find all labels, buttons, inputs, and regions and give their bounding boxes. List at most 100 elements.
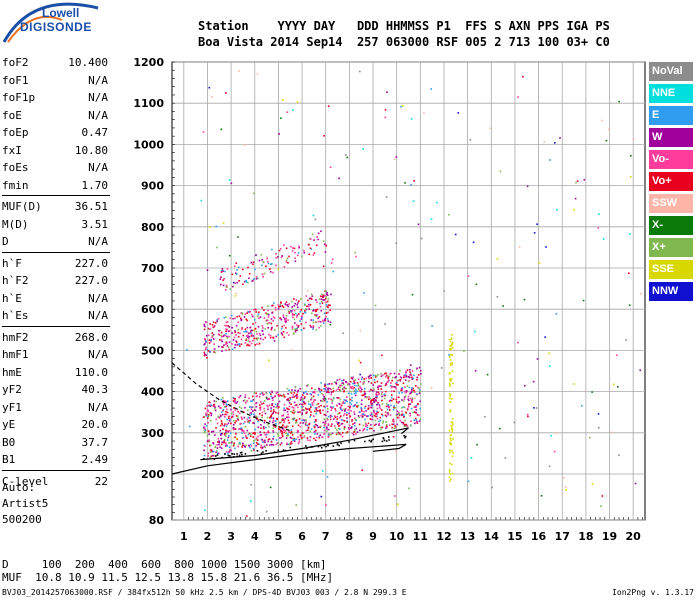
echo-point <box>263 309 265 311</box>
echo-point <box>367 380 370 383</box>
param-name: h`F2 <box>2 274 29 287</box>
echo-point <box>316 244 318 247</box>
param-value: 40.3 <box>81 383 109 396</box>
echo-point <box>260 392 263 395</box>
echo-point <box>388 406 390 408</box>
echo-point <box>264 336 267 339</box>
echo-point <box>325 315 327 318</box>
echo-point <box>238 70 240 72</box>
echo-point <box>272 304 274 307</box>
echo-point <box>341 402 344 404</box>
echo-point <box>322 320 324 323</box>
echo-point <box>358 359 360 362</box>
echo-point <box>359 411 361 413</box>
echo-point <box>448 338 451 341</box>
echo-point <box>205 412 207 415</box>
echo-point <box>351 385 354 388</box>
echo-point <box>315 309 317 311</box>
echo-point <box>281 305 284 307</box>
echo-point <box>264 419 266 422</box>
echo-point <box>209 412 212 414</box>
echo-point <box>247 416 250 419</box>
echo-point <box>341 384 343 387</box>
y-tick-label: 400 <box>141 386 164 399</box>
echo-point <box>261 259 263 261</box>
echo-point <box>248 420 250 422</box>
echo-point <box>314 407 317 409</box>
echo-point <box>209 323 211 325</box>
echo-point <box>250 329 252 332</box>
echo-point <box>295 299 298 301</box>
echo-point <box>307 243 310 246</box>
echo-point <box>247 334 249 336</box>
echo-point <box>302 312 304 315</box>
echo-point <box>245 318 248 321</box>
echo-point <box>340 408 342 411</box>
echo-point <box>353 411 355 413</box>
echo-point <box>319 426 321 428</box>
echo-point <box>395 387 397 390</box>
echo-point <box>357 415 360 417</box>
echo-point <box>390 382 392 384</box>
echo-point <box>223 344 225 346</box>
echo-point <box>345 408 347 410</box>
echo-point <box>255 402 258 404</box>
echo-point <box>293 412 295 414</box>
echo-point <box>266 257 268 260</box>
echo-point <box>297 436 299 438</box>
echo-point <box>344 409 346 411</box>
echo-point <box>295 422 297 424</box>
echo-point <box>276 417 278 420</box>
echo-point <box>212 442 214 444</box>
echo-point <box>549 159 551 161</box>
echo-point <box>231 453 233 455</box>
echo-point <box>351 420 353 423</box>
echo-point <box>244 313 247 315</box>
echo-point <box>313 437 315 440</box>
echo-point <box>255 254 257 256</box>
echo-point <box>307 429 309 431</box>
echo-point <box>282 424 284 426</box>
echo-point <box>449 385 452 387</box>
echo-point <box>419 400 421 403</box>
echo-point <box>418 389 421 391</box>
echo-point <box>249 446 251 449</box>
echo-point <box>299 388 302 390</box>
echo-point <box>350 393 353 395</box>
echo-point <box>287 443 290 446</box>
param-name: hmE <box>2 365 22 379</box>
echo-point <box>385 425 388 427</box>
x-tick-label: 5 <box>275 530 283 543</box>
echo-point <box>241 268 244 271</box>
param-row: yF2 40.3 <box>2 381 108 399</box>
echo-point <box>275 253 277 255</box>
echo-point <box>340 442 342 445</box>
echo-point <box>336 431 339 434</box>
param-name: foEp <box>2 126 29 139</box>
echo-point <box>293 305 296 307</box>
echo-point <box>322 296 325 298</box>
echo-point <box>235 324 238 327</box>
echo-point <box>303 436 305 438</box>
echo-point <box>297 389 299 392</box>
echo-point <box>265 434 268 436</box>
echo-point <box>374 376 377 378</box>
echo-point <box>381 414 384 417</box>
echo-point <box>222 408 225 411</box>
echo-point <box>264 412 267 415</box>
echo-point <box>231 273 234 276</box>
echo-point <box>281 415 283 417</box>
echo-point <box>401 105 404 107</box>
echo-point <box>303 435 306 437</box>
echo-point <box>315 328 318 331</box>
echo-point <box>370 399 373 401</box>
echo-point <box>324 423 326 426</box>
echo-point <box>220 270 223 272</box>
param-row: h`Es N/A <box>2 307 108 325</box>
echo-point <box>270 327 273 329</box>
echo-point <box>340 423 343 425</box>
echo-point <box>297 442 300 445</box>
echo-point <box>349 398 352 401</box>
echo-point <box>285 261 288 263</box>
echo-point <box>293 318 296 321</box>
